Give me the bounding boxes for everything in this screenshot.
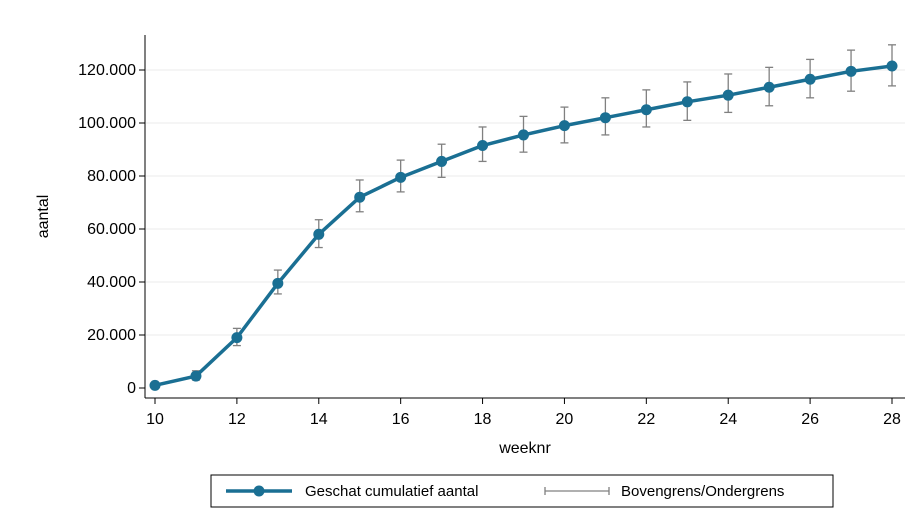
data-point-9 <box>518 129 529 141</box>
x-ticks: 10 12 14 16 18 20 22 24 26 28 <box>146 398 901 428</box>
data-point-18 <box>886 60 898 72</box>
x-tick-label-5: 20 <box>556 411 574 428</box>
series-points <box>149 60 898 391</box>
y-ticks: 0 20.000 40.000 60.000 80.000 100.000 120.000 <box>78 62 145 397</box>
errorbars <box>151 44 896 388</box>
x-tick-label-0: 10 <box>146 411 164 428</box>
y-tick-label-4: 80.000 <box>87 168 136 185</box>
axes <box>144 35 905 399</box>
legend: Geschat cumulatief aantal Bovengrens/Ond… <box>210 474 834 508</box>
x-tick-label-6: 22 <box>637 411 655 428</box>
y-tick-label-0: 0 <box>127 380 136 397</box>
x-tick-label-9: 28 <box>883 411 901 428</box>
x-tick-label-2: 14 <box>310 411 328 428</box>
data-point-8 <box>477 140 489 152</box>
data-point-2 <box>231 332 243 344</box>
legend-series-marker-sample <box>253 485 265 497</box>
data-point-5 <box>354 191 366 203</box>
data-point-16 <box>804 73 816 85</box>
x-tick-label-4: 18 <box>474 411 492 428</box>
y-tick-label-3: 60.000 <box>87 221 136 238</box>
data-point-4 <box>313 228 325 240</box>
y-tick-label-5: 100.000 <box>78 115 136 132</box>
grid <box>146 69 905 336</box>
x-axis-label: weeknr <box>498 440 551 457</box>
legend-label-bounds: Bovengrens/Ondergrens <box>621 483 784 500</box>
series-line <box>154 64 893 388</box>
legend-box <box>210 474 834 508</box>
x-tick-label-1: 12 <box>228 411 246 428</box>
x-tick-label-3: 16 <box>392 411 410 428</box>
data-point-13 <box>681 96 693 108</box>
y-tick-label-6: 120.000 <box>78 62 136 79</box>
x-tick-label-7: 24 <box>719 411 737 428</box>
y-tick-label-2: 40.000 <box>87 274 136 291</box>
data-point-0 <box>149 379 161 391</box>
data-point-14 <box>722 89 734 101</box>
data-point-7 <box>436 155 448 167</box>
data-point-11 <box>599 112 611 124</box>
data-point-17 <box>845 65 857 77</box>
legend-label-series: Geschat cumulatief aantal <box>305 483 478 500</box>
data-point-15 <box>763 81 775 93</box>
y-tick-label-1: 20.000 <box>87 327 136 344</box>
data-point-1 <box>190 370 202 382</box>
y-axis-label: aantal <box>35 195 52 239</box>
data-point-6 <box>395 171 407 183</box>
data-point-3 <box>272 277 284 289</box>
data-point-12 <box>640 104 652 116</box>
data-point-10 <box>558 120 570 132</box>
x-tick-label-8: 26 <box>801 411 819 428</box>
